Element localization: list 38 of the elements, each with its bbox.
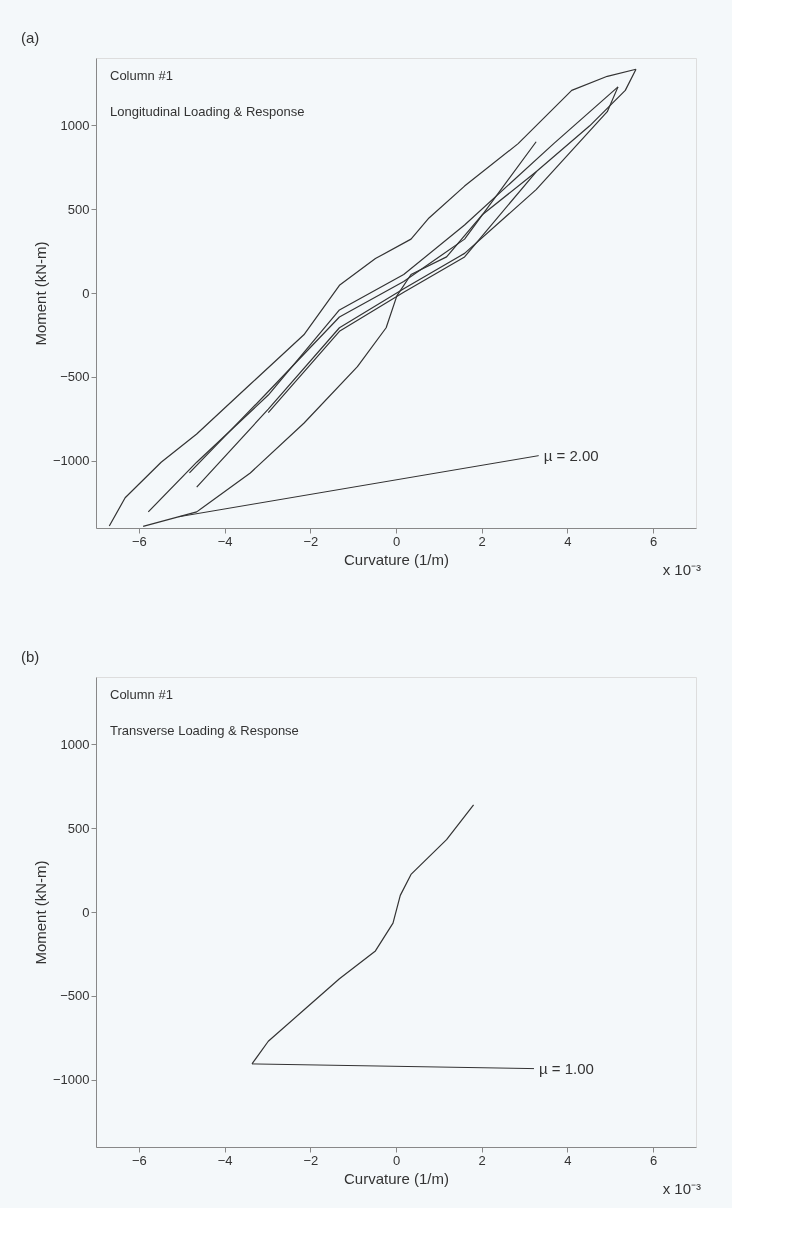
x-tick-label: 4: [564, 1152, 572, 1168]
y-tick-label: 500: [67, 201, 90, 217]
text: (b): [21, 648, 40, 665]
x-tick-label: −4: [217, 1152, 233, 1168]
y-tick-label: 500: [67, 820, 90, 836]
y-tick-label: −500: [60, 988, 90, 1004]
annotation: µ = 1.00: [539, 1059, 594, 1077]
x-tick-label: 6: [650, 533, 658, 549]
annotation: µ = 2.00: [543, 446, 599, 464]
x-tick-label: 4: [564, 533, 572, 549]
text: Column #1: [110, 68, 173, 83]
x-tick-label: −2: [303, 1152, 319, 1168]
x-tick-label: −6: [131, 1152, 147, 1168]
x-tick-label: 6: [650, 1152, 658, 1168]
y-tick-label: 0: [82, 904, 90, 920]
y-tick-label: −1000: [52, 453, 90, 469]
x-tick-label: 2: [478, 1152, 486, 1168]
x-tick-label: 2: [478, 533, 486, 549]
x-tick-label: 0: [392, 533, 401, 549]
y-axis-title: Moment (kN-m): [31, 860, 49, 965]
text: x 10⁻³: [662, 1180, 701, 1197]
y-tick-label: 0: [82, 285, 90, 301]
text: Transverse Loading & Response: [110, 723, 299, 738]
text: Column #1: [110, 687, 173, 702]
y-tick-label: −500: [60, 369, 90, 385]
y-tick-label: −1000: [52, 1072, 90, 1088]
y-axis-title: Moment (kN-m): [31, 241, 49, 346]
x-axis-title: Curvature (1/m): [343, 1169, 450, 1187]
y-tick-label: 1000: [60, 117, 90, 133]
x-tick-label: −6: [131, 533, 147, 549]
text: (a): [21, 29, 40, 46]
x-tick-label: −4: [217, 533, 233, 549]
x-tick-label: 0: [392, 1152, 401, 1168]
x-tick-label: −2: [303, 533, 319, 549]
y-tick-label: 1000: [60, 736, 90, 752]
x-axis-title: Curvature (1/m): [343, 550, 450, 568]
text: x 10⁻³: [662, 561, 701, 578]
text: Longitudinal Loading & Response: [110, 104, 305, 119]
